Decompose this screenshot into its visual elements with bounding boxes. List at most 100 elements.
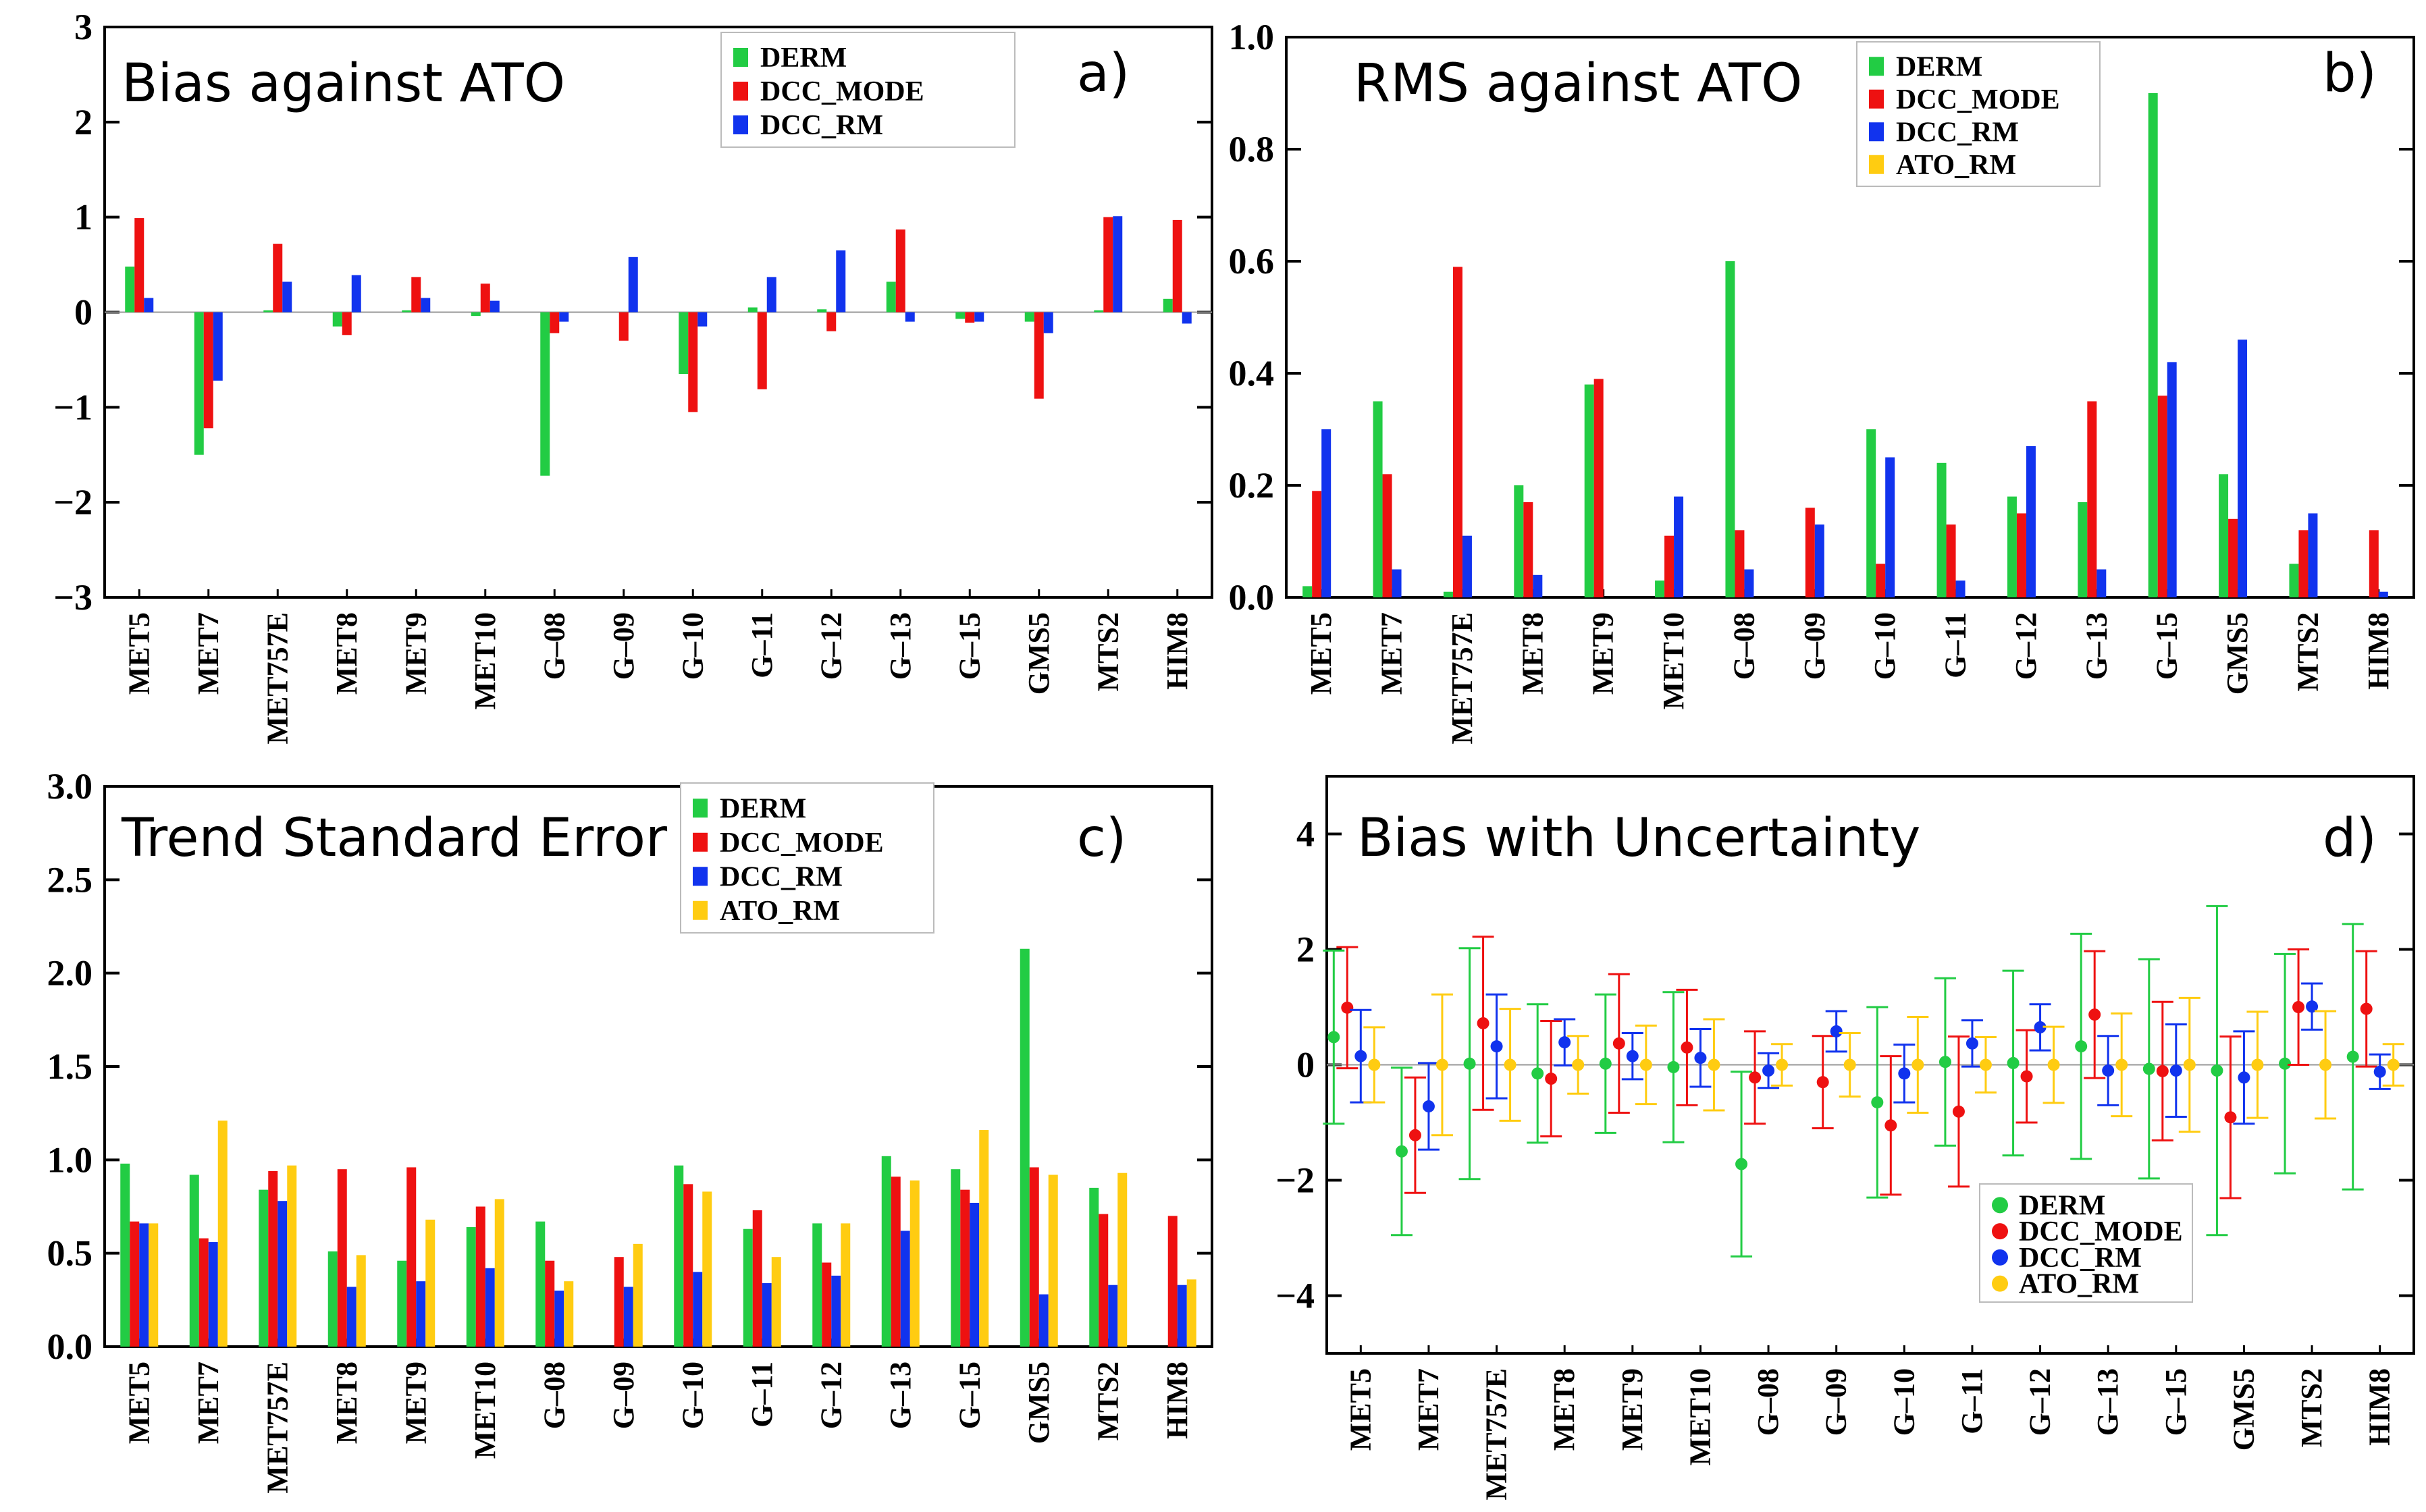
- x-tick-label-mts2: MTS2: [1091, 612, 1124, 691]
- point-ato-rm-g-11: [1979, 1058, 1992, 1071]
- panel-d-bias-with-uncertainty: −4 −2 0 2 4 MET5 MET7 MET757E MET8 MET9 MET10 G–08 G…: [1275, 775, 2415, 1501]
- bar-dcc-rm-met7: [1392, 569, 1402, 597]
- y-tick-label: 2: [74, 102, 93, 142]
- bar-derm-gms5: [1020, 948, 1030, 1347]
- bar-ato-rm-g-15: [979, 1130, 989, 1347]
- bar-dcc-mode-g-13: [895, 229, 905, 313]
- x-tick-label-g-08: G–08: [1751, 1368, 1785, 1436]
- legend-label-dcc-mode: DCC_MODE: [1896, 84, 2060, 115]
- bar-dcc-rm-g-08: [559, 312, 569, 322]
- legend-swatch-ato-rm: [1869, 155, 1884, 174]
- bar-dcc-mode-g-09: [618, 312, 629, 341]
- x-tick-label-gms5: GMS5: [1022, 1361, 1055, 1444]
- bar-dcc-rm-met757e: [278, 1201, 288, 1347]
- y-tick-label: 2.0: [47, 953, 93, 994]
- bar-dcc-mode-g-13: [2087, 401, 2097, 597]
- point-derm-g-11: [1939, 1056, 1951, 1069]
- bar-derm-g-13: [886, 281, 896, 313]
- point-dcc-mode-met5: [1341, 1001, 1354, 1014]
- x-tick-label-mts2: MTS2: [2295, 1368, 2328, 1447]
- bar-dcc-mode-met10: [1664, 535, 1675, 597]
- point-ato-rm-g-08: [1776, 1058, 1789, 1071]
- point-ato-rm-met8: [1572, 1058, 1585, 1071]
- y-tick-label: −3: [53, 577, 93, 618]
- x-tick-label-met10: MET10: [1657, 612, 1690, 709]
- y-tick-label: 0: [1296, 1045, 1315, 1085]
- bar-ato-rm-g-12: [841, 1223, 851, 1347]
- bar-dcc-mode-g-10: [683, 1184, 693, 1347]
- bar-dcc-rm-met9: [421, 298, 431, 313]
- point-dcc-mode-met7: [1408, 1129, 1421, 1141]
- bar-derm-met7: [189, 1174, 199, 1347]
- bar-ato-rm-gms5: [1048, 1174, 1058, 1347]
- bar-dcc-mode-g-12: [2016, 513, 2026, 597]
- bar-dcc-rm-met8: [1533, 574, 1543, 597]
- bar-dcc-rm-g-11: [766, 277, 776, 313]
- bar-ato-rm-him8: [1186, 1279, 1196, 1347]
- legend-swatch-dcc-rm: [733, 115, 748, 134]
- bar-derm-g-10: [679, 312, 689, 375]
- panel-label: b): [2323, 43, 2377, 104]
- point-ato-rm-g-12: [2047, 1058, 2060, 1071]
- point-dcc-rm-g-12: [2034, 1021, 2047, 1033]
- y-tick-label: 0.4: [1229, 353, 1275, 394]
- point-dcc-mode-gms5: [2224, 1111, 2237, 1124]
- bar-dcc-mode-g-11: [1946, 524, 1956, 597]
- legend-box: [680, 782, 934, 934]
- x-tick-label-met10: MET10: [469, 1361, 502, 1459]
- y-tick-label: 1.5: [47, 1046, 93, 1087]
- bar-derm-g-12: [2007, 496, 2017, 597]
- y-tick-label: −1: [53, 387, 93, 427]
- bar-dcc-rm-g-13: [2097, 569, 2107, 597]
- x-tick-label-g-09: G–09: [1798, 612, 1831, 680]
- x-tick-label-him8: HIM8: [2363, 1368, 2396, 1446]
- bar-ato-rm-met10: [494, 1199, 504, 1347]
- x-tick-label-met8: MET8: [1516, 612, 1549, 695]
- x-tick-label-g-12: G–12: [2009, 612, 2042, 680]
- bar-derm-g-13: [2078, 502, 2088, 597]
- point-dcc-rm-met757e: [1490, 1040, 1503, 1053]
- point-dcc-mode-him8: [2360, 1002, 2373, 1015]
- bar-dcc-rm-g-12: [836, 250, 846, 313]
- bar-dcc-mode-g-09: [1805, 508, 1815, 597]
- x-tick-label-g-09: G–09: [1820, 1368, 1853, 1436]
- point-dcc-rm-g-15: [2169, 1064, 2182, 1077]
- bar-dcc-rm-g-12: [2026, 446, 2036, 597]
- y-tick-label: 1.0: [1229, 17, 1275, 57]
- bar-dcc-mode-g-15: [2157, 396, 2167, 597]
- point-dcc-mode-g-13: [2088, 1008, 2101, 1021]
- x-tick-label-g-13: G–13: [2080, 612, 2113, 680]
- y-tick-label: 0.2: [1229, 465, 1275, 506]
- x-tick-label-g-10: G–10: [676, 612, 709, 680]
- point-ato-rm-g-09: [1843, 1058, 1856, 1071]
- bar-dcc-rm-met7: [213, 312, 223, 381]
- bar-dcc-mode-met757e: [273, 244, 283, 313]
- bar-dcc-rm-g-09: [1814, 524, 1824, 597]
- point-dcc-mode-g-08: [1749, 1071, 1762, 1084]
- legend-label-ato-rm: ATO_RM: [2019, 1269, 2139, 1300]
- x-tick-label-met10: MET10: [469, 612, 502, 709]
- bar-derm-g-11: [747, 307, 758, 313]
- bar-dcc-mode-g-11: [757, 312, 767, 389]
- y-tick-label: 0: [74, 292, 93, 333]
- y-tick-label: −2: [1275, 1160, 1315, 1201]
- bar-derm-met5: [1302, 586, 1313, 597]
- bar-dcc-rm-mts2: [1108, 1285, 1118, 1347]
- point-derm-met8: [1531, 1067, 1544, 1080]
- point-dcc-mode-g-15: [2156, 1064, 2169, 1077]
- legend-label-derm: DERM: [1896, 51, 1982, 82]
- point-ato-rm-g-15: [2183, 1058, 2196, 1071]
- point-dcc-mode-met757e: [1477, 1017, 1489, 1029]
- point-ato-rm-met10: [1708, 1058, 1720, 1071]
- bar-derm-gms5: [1024, 312, 1034, 322]
- bar-dcc-rm-met5: [139, 1223, 149, 1347]
- x-tick-label-g-13: G–13: [884, 612, 917, 680]
- chart-title: Bias against ATO: [122, 53, 565, 114]
- bar-dcc-mode-met7: [199, 1238, 209, 1347]
- bar-derm-g-15: [2148, 93, 2158, 597]
- bar-dcc-mode-mts2: [2298, 530, 2309, 597]
- x-tick-label-g-10: G–10: [1868, 612, 1901, 680]
